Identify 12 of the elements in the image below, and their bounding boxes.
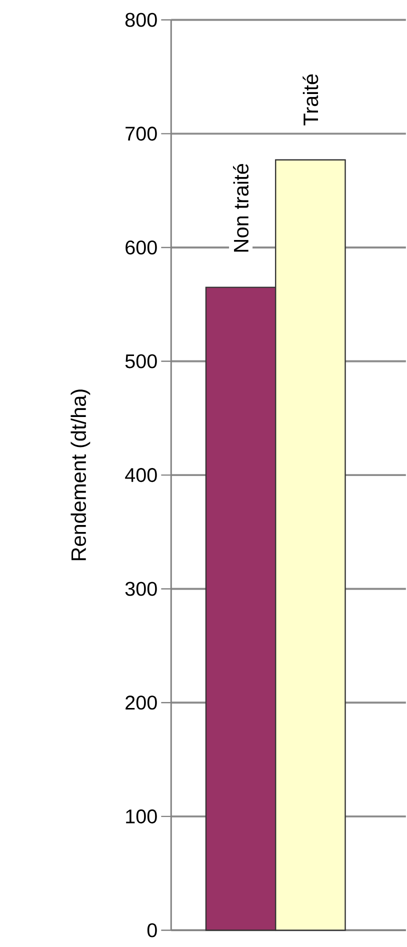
y-tick-label: 100 <box>126 809 157 824</box>
y-tick-label: 800 <box>126 12 157 27</box>
y-tick-label: 0 <box>147 923 157 938</box>
y-tick-label: 600 <box>126 240 157 254</box>
y-tick-label: 400 <box>125 468 157 482</box>
y-tick-label: 700 <box>126 126 157 141</box>
y-tick-label: 200 <box>126 696 157 710</box>
y-axis-title: Rendement (dt/ha) <box>70 390 90 560</box>
y-tick-label: 300 <box>125 582 157 596</box>
y-tick-label: 500 <box>125 354 157 368</box>
text: Non traité <box>233 164 249 252</box>
text: Traité <box>302 74 318 126</box>
